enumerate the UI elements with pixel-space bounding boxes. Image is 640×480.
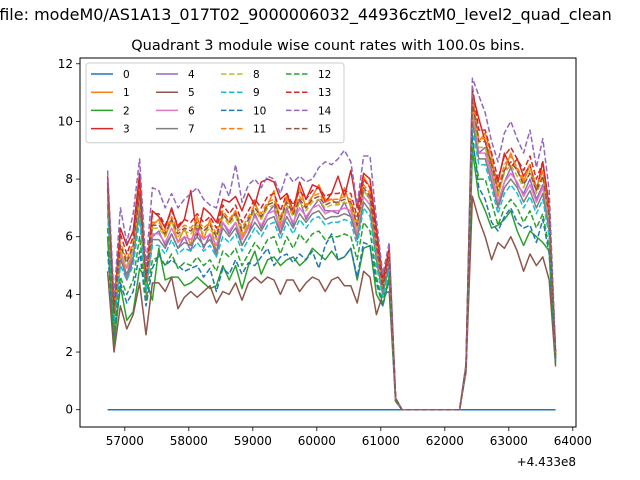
legend-label-3: 3 xyxy=(123,124,130,136)
figure-suptitle: n file: modeM0/AS1A13_017T02_9000006032_… xyxy=(0,5,612,25)
legend-label-4: 4 xyxy=(188,69,195,81)
y-tick-label: 12 xyxy=(58,57,73,71)
series-line-7 xyxy=(106,120,557,411)
y-tick-label: 0 xyxy=(65,403,73,417)
series-line-12 xyxy=(106,140,557,411)
x-tick-label: 62000 xyxy=(426,434,464,448)
series-layer xyxy=(106,77,557,411)
series-line-9 xyxy=(106,126,557,411)
y-tick-label: 2 xyxy=(65,345,73,359)
y-tick-label: 4 xyxy=(65,287,73,301)
x-tick-label: 61000 xyxy=(362,434,400,448)
x-tick-label: 59000 xyxy=(234,434,272,448)
x-offset-label: +4.433e8 xyxy=(517,455,576,469)
series-line-10 xyxy=(106,135,557,411)
series-line-2 xyxy=(106,149,557,411)
legend-label-12: 12 xyxy=(318,69,331,81)
plot-title: Quadrant 3 module wise count rates with … xyxy=(131,38,525,54)
axes-frame xyxy=(79,57,577,428)
legend-label-5: 5 xyxy=(188,87,195,99)
legend-label-9: 9 xyxy=(253,87,260,99)
x-tick-label: 58000 xyxy=(170,434,208,448)
y-tick-label: 8 xyxy=(65,172,73,186)
series-line-5 xyxy=(106,195,557,411)
x-tick-label: 60000 xyxy=(298,434,336,448)
legend-frame xyxy=(85,62,345,144)
series-line-11 xyxy=(106,94,557,411)
y-tick-label: 6 xyxy=(65,230,73,244)
legend-label-8: 8 xyxy=(253,69,260,81)
x-tick-label: 57000 xyxy=(106,434,144,448)
series-line-14 xyxy=(106,77,557,411)
series-line-13 xyxy=(106,86,557,411)
series-line-15 xyxy=(106,100,557,411)
tick-layer: 57000 58000 59000 60000 61000 62000 63000 64000… xyxy=(58,57,592,448)
series-line-8 xyxy=(106,106,557,411)
legend-label-13: 13 xyxy=(318,87,331,99)
legend-label-11: 11 xyxy=(253,124,266,136)
legend-label-2: 2 xyxy=(123,105,130,117)
x-tick-label: 64000 xyxy=(554,434,592,448)
legend-label-10: 10 xyxy=(253,105,266,117)
series-line-6 xyxy=(106,114,557,411)
legend-label-14: 14 xyxy=(318,105,332,117)
y-tick-label: 10 xyxy=(58,114,73,128)
legend-label-7: 7 xyxy=(188,124,195,136)
legend-label-0: 0 xyxy=(123,69,130,81)
legend-label-6: 6 xyxy=(188,105,195,117)
plot-area: 57000 58000 59000 60000 61000 62000 63000 64000… xyxy=(58,57,592,448)
x-tick-label: 63000 xyxy=(490,434,528,448)
legend-label-15: 15 xyxy=(318,124,331,136)
legend-label-1: 1 xyxy=(123,87,130,99)
